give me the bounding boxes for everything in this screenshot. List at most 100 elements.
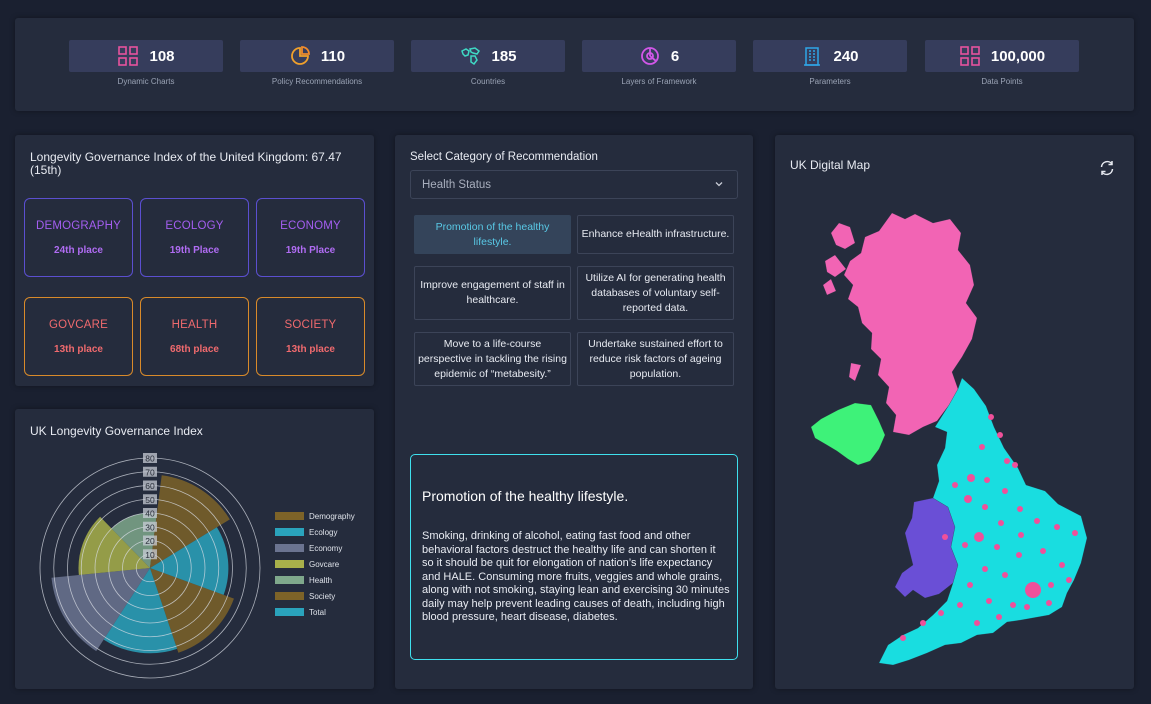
map-data-point[interactable]: [1066, 577, 1072, 583]
polar-chart-title: UK Longevity Governance Index: [30, 424, 203, 438]
stat-value: 100,000: [990, 47, 1046, 65]
map-data-point[interactable]: [996, 614, 1002, 620]
category-card-govcare[interactable]: GOVCARE 13th place: [24, 297, 133, 376]
polar-slice-ecology[interactable]: [103, 568, 178, 654]
category-select[interactable]: Health Status: [410, 170, 738, 199]
category-card-ecology[interactable]: ECOLOGY 19th Place: [140, 198, 249, 277]
polar-tick-bg: [143, 508, 157, 518]
map-data-point[interactable]: [967, 474, 975, 482]
map-data-point[interactable]: [1054, 524, 1060, 530]
category-name: ECONOMY: [280, 220, 341, 232]
map-data-point[interactable]: [964, 495, 972, 503]
polar-slice-total[interactable]: [150, 527, 229, 595]
polar-tick-label: 40: [145, 509, 155, 519]
map-data-point[interactable]: [974, 532, 984, 542]
polar-slice-govcare[interactable]: [78, 516, 151, 576]
recommendation-item-staff-engagement[interactable]: Improve engagement of staff in healthcar…: [414, 266, 571, 320]
refresh-icon[interactable]: [1098, 159, 1116, 177]
map-data-point[interactable]: [1012, 462, 1018, 468]
map-data-point[interactable]: [962, 542, 968, 548]
polar-chart-panel: UK Longevity Governance Index 10 20 30 40 50…: [15, 409, 374, 689]
category-place: 24th place: [54, 245, 103, 256]
map-data-point[interactable]: [1010, 602, 1016, 608]
legend-label-economy[interactable]: Economy: [309, 544, 342, 553]
stat-dynamic-charts: 108 Dynamic Charts: [69, 40, 223, 86]
map-data-point[interactable]: [1048, 582, 1054, 588]
select-category-label: Select Category of Recommendation: [410, 151, 598, 163]
legend-label-govcare[interactable]: Govcare: [309, 560, 340, 569]
polar-tick-label: 70: [145, 467, 155, 477]
map-data-point[interactable]: [1072, 530, 1078, 536]
category-place: 19th Place: [169, 245, 220, 256]
map-region-wales[interactable]: [894, 497, 959, 599]
map-data-point[interactable]: [1018, 532, 1024, 538]
map-data-point[interactable]: [938, 610, 944, 616]
map-data-point[interactable]: [988, 414, 994, 420]
map-data-point[interactable]: [942, 534, 948, 540]
category-card-health[interactable]: HEALTH 68th place: [140, 297, 249, 376]
chevron-down-icon: [715, 182, 723, 187]
map-data-point[interactable]: [974, 620, 980, 626]
legend-swatch: [275, 560, 304, 568]
map-data-point[interactable]: [1004, 458, 1010, 464]
uk-map: [810, 212, 1088, 666]
stat-label: Countries: [470, 77, 506, 86]
map-title: UK Digital Map: [790, 158, 871, 172]
map-data-point[interactable]: [997, 432, 1003, 438]
map-data-point[interactable]: [900, 635, 906, 641]
map-data-point[interactable]: [1017, 506, 1023, 512]
category-name: SOCIETY: [284, 319, 337, 331]
polar-slice-society[interactable]: [150, 475, 230, 568]
polar-slice-economy[interactable]: [51, 568, 150, 652]
stat-layers-of-framework: 6 Layers of Framework: [582, 40, 736, 86]
map-data-point[interactable]: [982, 504, 988, 510]
map-data-points: [900, 414, 1078, 641]
map-data-point[interactable]: [1046, 600, 1052, 606]
map-data-point[interactable]: [1059, 562, 1065, 568]
polar-tick-bg: [143, 466, 157, 477]
polar-tick-label: 80: [145, 454, 155, 464]
map-data-point[interactable]: [920, 620, 926, 626]
category-name: HEALTH: [171, 319, 218, 331]
stat-value: 108: [149, 47, 175, 65]
recommendation-item-ai-databases[interactable]: Utilize AI for generating health databas…: [577, 266, 734, 320]
category-card-economy[interactable]: ECONOMY 19th Place: [256, 198, 365, 277]
recommendation-item-ehealth[interactable]: Enhance eHealth infrastructure.: [577, 215, 734, 254]
polar-tick-bg: [143, 521, 157, 532]
category-name: DEMOGRAPHY: [35, 220, 122, 232]
map-data-point[interactable]: [984, 477, 990, 483]
legend-label-ecology[interactable]: Ecology: [309, 528, 337, 537]
map-data-point[interactable]: [979, 444, 985, 450]
legend-label-total[interactable]: Total: [309, 608, 326, 617]
map-data-point[interactable]: [1002, 572, 1008, 578]
category-card-society[interactable]: SOCIETY 13th place: [256, 297, 365, 376]
recommendation-item-life-course[interactable]: Move to a life-course perspective in tac…: [414, 332, 571, 386]
stat-countries: 185 Countries: [411, 40, 565, 86]
legend-label-society[interactable]: Society: [309, 592, 335, 601]
map-data-point[interactable]: [1025, 582, 1041, 598]
map-data-point[interactable]: [967, 582, 973, 588]
map-data-point[interactable]: [952, 482, 958, 488]
map-data-point[interactable]: [1040, 548, 1046, 554]
map-data-point[interactable]: [1016, 552, 1022, 558]
map-data-point[interactable]: [1002, 488, 1008, 494]
polar-slice-demography[interactable]: [150, 568, 234, 653]
map-data-point[interactable]: [957, 602, 963, 608]
polar-tick-bg: [143, 494, 157, 505]
recommendation-item-healthy-lifestyle[interactable]: Promotion of the healthy lifestyle.: [414, 215, 571, 254]
map-region-scotland[interactable]: [822, 212, 978, 436]
legend-label-demography[interactable]: Demography: [309, 512, 355, 521]
grid-icon: [960, 46, 980, 66]
map-region-northern-ireland[interactable]: [810, 402, 886, 466]
map-data-point[interactable]: [982, 566, 988, 572]
recommendation-item-risk-factors[interactable]: Undertake sustained effort to reduce ris…: [577, 332, 734, 386]
legend-swatch: [275, 608, 304, 616]
map-data-point[interactable]: [998, 520, 1004, 526]
polar-tick-bg: [143, 480, 157, 491]
map-data-point[interactable]: [986, 598, 992, 604]
category-card-demography[interactable]: DEMOGRAPHY 24th place: [24, 198, 133, 277]
map-data-point[interactable]: [1034, 518, 1040, 524]
map-data-point[interactable]: [1024, 604, 1030, 610]
legend-label-health[interactable]: Health: [309, 576, 332, 585]
map-data-point[interactable]: [994, 544, 1000, 550]
